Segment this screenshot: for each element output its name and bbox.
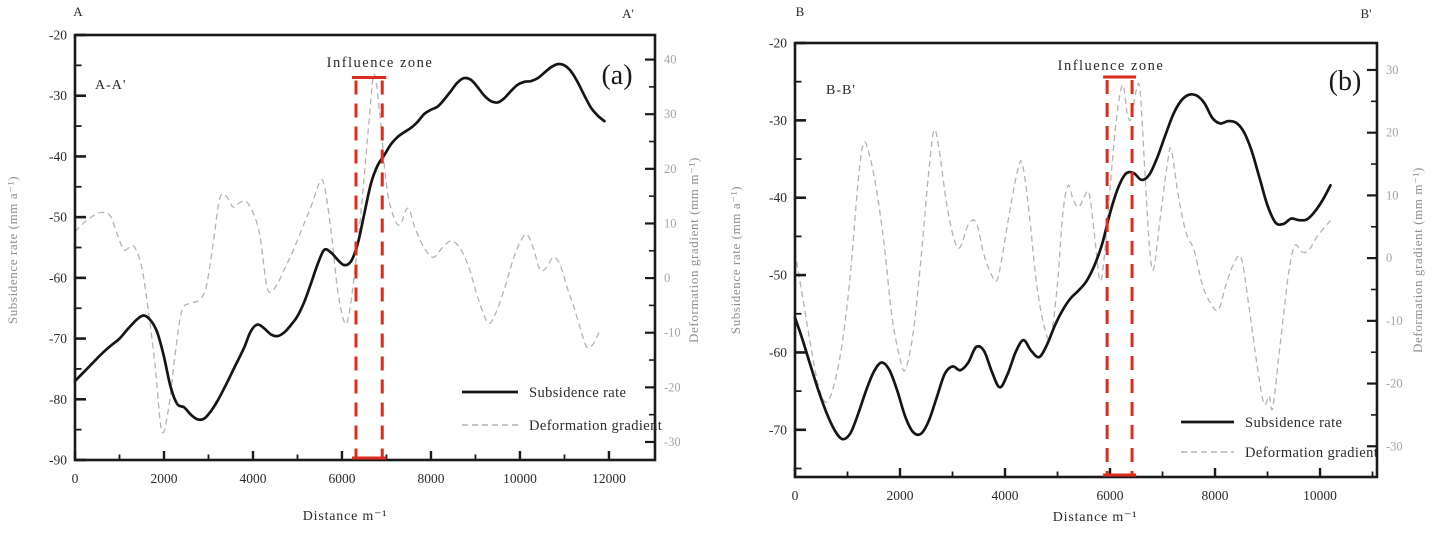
x-tick-label: 10000: [503, 471, 537, 486]
chart-panel-a: -20 -30 -40 -50 -60 -70 -80 -90 40 30 20 10 0 -10 -20 -…: [5, 4, 701, 524]
y-right-axis-title: Deformation gradient (mm m⁻¹): [1410, 167, 1425, 353]
profile-label: B-B': [826, 83, 856, 98]
y-left-axis-title: Subsidence rate (mm a⁻¹): [728, 186, 743, 334]
chart-b-svg: -20 -30 -40 -50 -60 -70 30 20 10 0 -10 -20 -30 0 2000 4…: [728, 4, 1425, 525]
panel-label: (a): [601, 60, 632, 91]
plot-frame: [793, 41, 1379, 479]
y-right-tick-label: 0: [664, 271, 670, 285]
profile-endpoint-left-label: B: [796, 4, 805, 19]
y-left-tick-label: -20: [769, 36, 787, 51]
y-right-tick-label: -10: [1386, 314, 1403, 328]
profile-endpoint-left-label: A: [73, 4, 83, 19]
y-right-tick-label: -20: [664, 380, 681, 394]
y-right-tick-label: 10: [1386, 188, 1399, 202]
panel-label: (b): [1329, 66, 1362, 97]
y-right-tick-label: 0: [1386, 251, 1392, 265]
profile-label: A-A': [95, 78, 126, 93]
x-axis-title: Distance m⁻¹: [1053, 510, 1138, 525]
y-right-tick-label: 10: [664, 216, 677, 230]
y-left-tick-label: -90: [49, 453, 67, 468]
y-left-tick-label: -30: [49, 88, 67, 103]
y-right-tick-label: 20: [1386, 126, 1399, 140]
subsidence-rate-line: [793, 92, 1332, 441]
influence-zone-label: Influence zone: [327, 55, 434, 71]
x-tick-label: 0: [792, 488, 799, 503]
y-left-tick-label: -80: [49, 392, 67, 407]
x-tick-label: 8000: [1202, 488, 1229, 503]
y-left-axis-title: Subsidence rate (mm a⁻¹): [5, 176, 20, 324]
y-right-tick-label: -20: [1386, 377, 1403, 391]
y-left-tick-label: -30: [769, 113, 787, 128]
profile-endpoint-right-label: A': [622, 6, 634, 21]
chart-panel-b: -20 -30 -40 -50 -60 -70 30 20 10 0 -10 -20 -30 0 2000 4…: [722, 0, 1444, 547]
y-right-tick-label: -10: [664, 326, 681, 340]
y-left-tick-label: -70: [49, 331, 67, 346]
y-right-tick-label: -30: [664, 435, 681, 449]
y-left-tick-label: -40: [49, 149, 67, 164]
x-tick-label: 2000: [887, 488, 914, 503]
x-tick-label: 12000: [592, 471, 626, 486]
x-tick-label: 4000: [239, 471, 266, 486]
x-tick-label: 6000: [1097, 488, 1124, 503]
influence-zone-label: Influence zone: [1058, 58, 1165, 74]
y-right-tick-label: 30: [1386, 63, 1399, 77]
x-tick-label: 10000: [1303, 488, 1337, 503]
legend-subsidence-label: Subsidence rate: [1245, 415, 1342, 431]
legend-gradient-label: Deformation gradient: [1245, 445, 1378, 461]
y-right-tick-label: -30: [1386, 439, 1403, 453]
y-left-tick-label: -50: [769, 268, 787, 283]
x-tick-label: 0: [72, 471, 79, 486]
deformation-gradient-line: [794, 82, 1331, 411]
plot-frame: [73, 33, 657, 462]
y-left-tick-label: -70: [769, 422, 787, 437]
y-right-tick-label: 20: [664, 162, 677, 176]
profile-endpoint-right-label: B': [1360, 6, 1371, 21]
x-axis-title: Distance m⁻¹: [303, 509, 388, 524]
subsidence-rate-line: [73, 62, 606, 422]
y-right-tick-label: 40: [664, 53, 677, 67]
y-left-tick-label: -60: [769, 345, 787, 360]
deformation-gradient-line: [74, 73, 601, 434]
y-right-tick-label: 30: [664, 107, 677, 121]
y-right-axis-title: Deformation gradient (mm m⁻¹): [686, 157, 701, 343]
y-left-tick-label: -60: [49, 270, 67, 285]
y-left-tick-label: -50: [49, 210, 67, 225]
x-tick-label: 6000: [328, 471, 355, 486]
x-tick-label: 2000: [150, 471, 177, 486]
y-left-tick-label: -20: [49, 28, 67, 43]
x-tick-label: 4000: [992, 488, 1019, 503]
legend-subsidence-label: Subsidence rate: [529, 385, 626, 401]
x-tick-label: 8000: [417, 471, 444, 486]
chart-a-svg: -20 -30 -40 -50 -60 -70 -80 -90 40 30 20 10 0 -10 -20 -…: [5, 4, 701, 524]
legend-gradient-label: Deformation gradient: [529, 418, 662, 434]
y-left-tick-label: -40: [769, 190, 787, 205]
